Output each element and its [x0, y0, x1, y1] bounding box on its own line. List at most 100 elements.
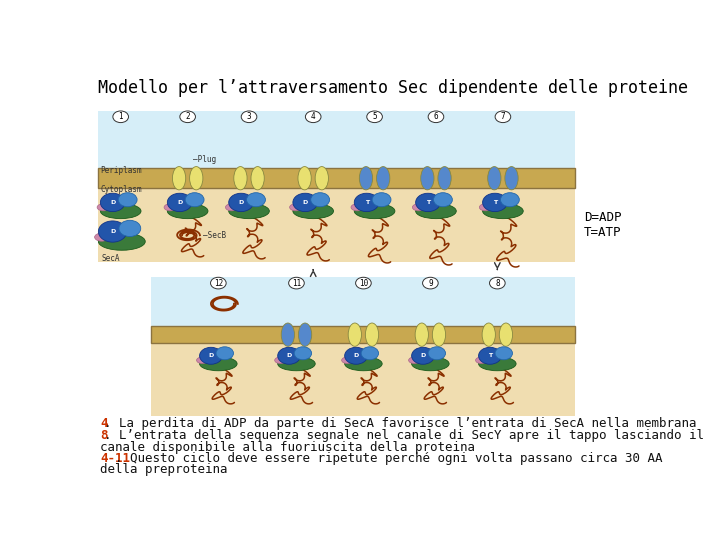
Ellipse shape: [345, 357, 382, 371]
Text: 4: 4: [100, 417, 107, 430]
Circle shape: [167, 193, 192, 212]
Ellipse shape: [167, 204, 208, 219]
Circle shape: [372, 193, 391, 207]
Text: D: D: [110, 229, 115, 234]
Ellipse shape: [225, 204, 238, 211]
Circle shape: [305, 111, 321, 123]
Ellipse shape: [189, 166, 203, 190]
Ellipse shape: [342, 357, 353, 363]
Bar: [99, 181, 575, 262]
Text: . L’entrata della sequenza segnale nel canale di SecY apre il tappo lasciando il: . L’entrata della sequenza segnale nel c…: [104, 429, 704, 442]
Circle shape: [495, 347, 513, 360]
Ellipse shape: [482, 323, 495, 346]
Ellipse shape: [359, 166, 373, 190]
Ellipse shape: [278, 357, 315, 371]
Bar: [151, 337, 575, 416]
Circle shape: [495, 111, 510, 123]
Ellipse shape: [234, 166, 247, 190]
Ellipse shape: [409, 357, 420, 363]
Ellipse shape: [499, 323, 513, 346]
Circle shape: [180, 111, 195, 123]
Circle shape: [412, 347, 434, 365]
Bar: [151, 326, 575, 343]
Circle shape: [345, 347, 367, 365]
Ellipse shape: [315, 166, 328, 190]
Ellipse shape: [487, 166, 501, 190]
Circle shape: [216, 347, 233, 360]
Circle shape: [354, 193, 379, 212]
Ellipse shape: [251, 166, 264, 190]
Text: T: T: [493, 200, 497, 205]
Text: 2: 2: [185, 112, 190, 122]
Text: 8: 8: [100, 429, 107, 442]
Ellipse shape: [412, 357, 449, 371]
Circle shape: [185, 193, 204, 207]
Circle shape: [278, 347, 300, 365]
Ellipse shape: [354, 204, 395, 219]
Ellipse shape: [415, 204, 456, 219]
Text: canale disponibile alla fuoriuscita della proteina: canale disponibile alla fuoriuscita dell…: [100, 441, 475, 454]
Text: . Questo ciclo deve essere ripetute perché ogni volta passano circa 30 AA: . Questo ciclo deve essere ripetute perc…: [115, 452, 662, 465]
Ellipse shape: [97, 204, 109, 211]
Text: T: T: [426, 200, 430, 205]
Ellipse shape: [420, 166, 434, 190]
Text: D=ADP
T=ATP: D=ADP T=ATP: [584, 211, 621, 239]
Text: –Plug: –Plug: [193, 155, 216, 164]
Ellipse shape: [289, 204, 302, 211]
Ellipse shape: [480, 204, 492, 211]
Ellipse shape: [479, 357, 516, 371]
Ellipse shape: [282, 323, 294, 346]
Circle shape: [356, 277, 372, 289]
Text: 1: 1: [118, 112, 123, 122]
Circle shape: [433, 193, 452, 207]
Ellipse shape: [293, 204, 333, 219]
Ellipse shape: [413, 204, 425, 211]
Circle shape: [361, 347, 379, 360]
Text: T: T: [488, 353, 492, 358]
Circle shape: [100, 193, 125, 212]
Text: D: D: [238, 200, 243, 205]
Ellipse shape: [298, 166, 311, 190]
Text: 11: 11: [292, 279, 301, 288]
Text: D: D: [302, 200, 308, 205]
Ellipse shape: [377, 166, 390, 190]
Text: D: D: [208, 353, 214, 358]
Circle shape: [423, 277, 438, 289]
Text: della preproteina: della preproteina: [100, 463, 228, 476]
Circle shape: [428, 347, 446, 360]
Text: . La perdita di ADP da parte di SecA favorisce l’entrata di SecA nella membrana: . La perdita di ADP da parte di SecA fav…: [104, 417, 696, 430]
Text: SecA: SecA: [102, 254, 120, 263]
Circle shape: [415, 193, 441, 212]
Text: 3: 3: [247, 112, 251, 122]
Circle shape: [500, 193, 519, 207]
Circle shape: [246, 193, 266, 207]
Text: D: D: [354, 353, 359, 358]
Ellipse shape: [197, 357, 208, 363]
Ellipse shape: [199, 357, 237, 371]
Ellipse shape: [94, 233, 109, 241]
Text: 5: 5: [372, 112, 377, 122]
Circle shape: [293, 193, 318, 212]
Circle shape: [229, 193, 253, 212]
Text: D: D: [420, 353, 426, 358]
Ellipse shape: [351, 204, 364, 211]
Ellipse shape: [505, 166, 518, 190]
Text: –SecB: –SecB: [203, 231, 226, 240]
Text: 4: 4: [311, 112, 315, 122]
Text: 4-11: 4-11: [100, 452, 130, 465]
Circle shape: [490, 277, 505, 289]
Text: D: D: [110, 200, 115, 205]
Circle shape: [479, 347, 501, 365]
Circle shape: [366, 111, 382, 123]
Ellipse shape: [365, 323, 379, 346]
Text: 9: 9: [428, 279, 433, 288]
Ellipse shape: [99, 233, 145, 250]
Text: 7: 7: [500, 112, 505, 122]
Ellipse shape: [415, 323, 428, 346]
Circle shape: [311, 193, 330, 207]
Text: 8: 8: [495, 279, 500, 288]
Bar: [99, 111, 575, 181]
Circle shape: [118, 193, 137, 207]
Circle shape: [113, 111, 128, 123]
Ellipse shape: [275, 357, 286, 363]
